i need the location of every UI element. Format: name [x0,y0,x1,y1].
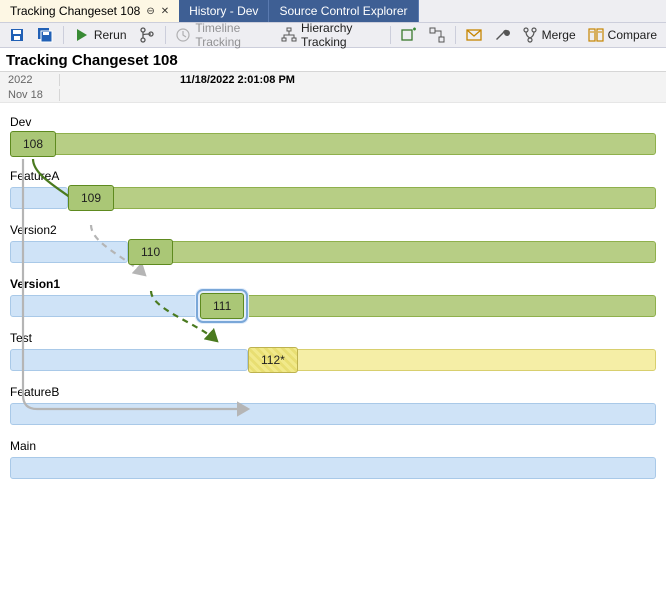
track-segment [10,349,248,371]
timeline-header: 2022 11/18/2022 2:01:08 PM Nov 18 [0,71,666,103]
pin-icon[interactable]: ⊖ [146,6,154,17]
track-segment [10,403,656,425]
branch-track[interactable]: 108 [10,133,656,157]
tab[interactable]: Tracking Changeset 108 ⊖ ✕ [0,0,179,22]
hierarchy-tracking-button[interactable]: Hierarchy Tracking [276,19,385,51]
branch-label: Version2 [0,217,666,241]
track-segment [10,457,656,479]
tab-label: History - Dev [189,4,258,18]
toolbar-separator [63,26,64,44]
save-button[interactable] [4,25,30,45]
track-add-button[interactable] [396,25,422,45]
relations-icon [429,27,445,43]
branch-row: Version2110 [0,217,666,265]
branch-label: Version1 [0,271,666,295]
toolbar: Rerun Timeline Tracking Hierarchy Tracki… [0,22,666,48]
branch-track[interactable]: 111 [10,295,656,319]
compare-icon [588,27,604,43]
compare-label: Compare [608,28,657,42]
branch-track[interactable] [10,457,656,481]
changeset-node[interactable]: 108 [10,131,56,157]
branch-row: FeatureA109 [0,163,666,211]
timeline-monthday: Nov 18 [0,89,60,101]
mail-icon [466,27,482,43]
track-segment [128,241,656,263]
relations-button[interactable] [424,25,450,45]
merge-button[interactable]: Merge [517,25,581,45]
merge-label: Merge [542,28,576,42]
hierarchy-icon [281,27,297,43]
branch-track[interactable] [10,403,656,427]
changeset-node[interactable]: 112* [248,347,298,373]
track-segment [10,295,200,317]
tab-label: Source Control Explorer [279,4,407,18]
branch-icon [139,27,155,43]
track-segment [200,295,656,317]
track-add-icon [401,27,417,43]
track-segment [248,349,656,371]
track-segment [68,187,656,209]
rerun-button[interactable]: Rerun [69,25,132,45]
merge-icon [522,27,538,43]
branch-row: Main [0,433,666,481]
branch-label: Dev [0,109,666,133]
save-icon [9,27,25,43]
branch-row: Version1111 [0,271,666,319]
branch-label: Test [0,325,666,349]
wrench-icon [494,27,510,43]
branch-track[interactable]: 110 [10,241,656,265]
hierarchy-tracking-label: Hierarchy Tracking [301,21,380,49]
toolbar-separator [390,26,391,44]
clock-icon [175,27,191,43]
page-title: Tracking Changeset 108 [0,48,666,71]
track-segment [10,187,68,209]
save-all-icon [37,27,53,43]
track-segment [10,241,128,263]
changeset-node[interactable]: 109 [68,185,114,211]
branch-row: Dev108 [0,109,666,157]
branch-row: FeatureB [0,379,666,427]
timeline-tracking-button[interactable]: Timeline Tracking [170,19,274,51]
timeline-body[interactable]: Dev108 FeatureA109 Version2110 Version1111 T… [0,103,666,481]
changeset-node[interactable]: 110 [128,239,173,265]
branch-row: Test112* [0,325,666,373]
branch-picker-button[interactable] [134,25,160,45]
tab-label: Tracking Changeset 108 [10,4,140,18]
mail-button[interactable] [461,25,487,45]
save-all-button[interactable] [32,25,58,45]
changeset-node[interactable]: 111 [200,293,244,319]
timeline-tracking-label: Timeline Tracking [195,21,269,49]
branch-label: FeatureA [0,163,666,187]
branch-track[interactable]: 109 [10,187,656,211]
branch-label: FeatureB [0,379,666,403]
track-segment [10,133,656,155]
branch-label: Main [0,433,666,457]
toolbar-separator [455,26,456,44]
branch-track[interactable]: 112* [10,349,656,373]
settings-button[interactable] [489,25,515,45]
rerun-label: Rerun [94,28,127,42]
timeline-datetime: 11/18/2022 2:01:08 PM [60,74,295,86]
close-icon[interactable]: ✕ [161,6,169,17]
run-icon [74,27,90,43]
timeline-year: 2022 [0,74,60,86]
compare-button[interactable]: Compare [583,25,662,45]
toolbar-separator [165,26,166,44]
